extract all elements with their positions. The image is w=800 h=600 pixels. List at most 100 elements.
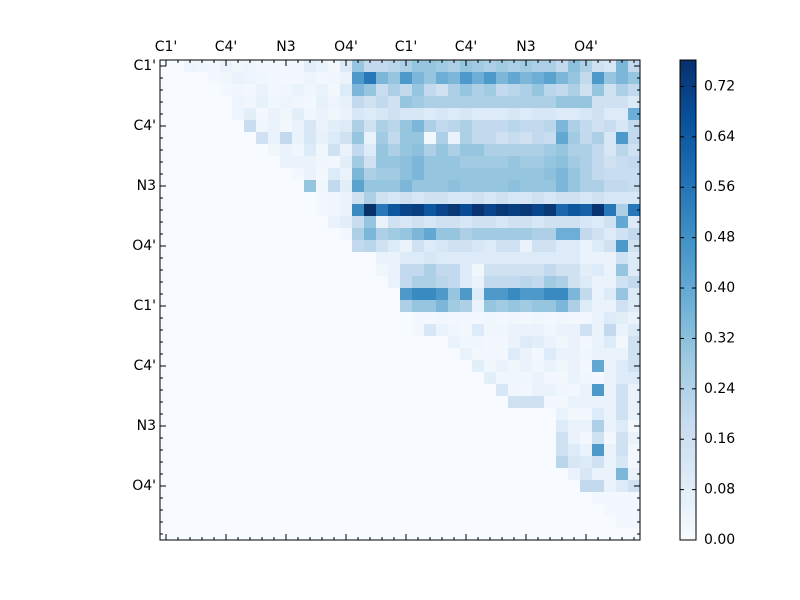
cell (400, 372, 413, 385)
cell (208, 360, 221, 373)
cell (580, 456, 593, 469)
cell (484, 504, 497, 517)
cell (520, 420, 533, 433)
cell (244, 504, 257, 517)
cell (388, 420, 401, 433)
cell (460, 372, 473, 385)
cell (412, 420, 425, 433)
cell (424, 204, 437, 217)
cell (424, 192, 437, 205)
cell (556, 480, 569, 493)
cell (280, 288, 293, 301)
cell (220, 396, 233, 409)
cell (244, 120, 257, 133)
cell (304, 384, 317, 397)
cell (256, 324, 269, 337)
cell (616, 72, 629, 85)
cell (460, 60, 473, 73)
cell (328, 276, 341, 289)
cell (616, 408, 629, 421)
cell (328, 168, 341, 181)
cell (520, 492, 533, 505)
cell (460, 300, 473, 313)
y-tick-label: C4' (133, 358, 156, 374)
cell (376, 252, 389, 265)
cell (184, 516, 197, 529)
cell (364, 528, 377, 541)
cell (592, 432, 605, 445)
cell (364, 84, 377, 97)
cell (340, 324, 353, 337)
cell (460, 264, 473, 277)
cell (448, 156, 461, 169)
cell (316, 432, 329, 445)
cell (364, 264, 377, 277)
cell (304, 456, 317, 469)
cell (244, 240, 257, 253)
cell (316, 312, 329, 325)
cell (412, 144, 425, 157)
cell (448, 300, 461, 313)
cell (268, 216, 281, 229)
cell (460, 240, 473, 253)
cell (496, 180, 509, 193)
cell (364, 192, 377, 205)
cell (532, 264, 545, 277)
cell (400, 156, 413, 169)
cell (496, 492, 509, 505)
cell (400, 276, 413, 289)
cell (268, 156, 281, 169)
cell (604, 300, 617, 313)
cell (328, 408, 341, 421)
cell (388, 504, 401, 517)
cell (208, 480, 221, 493)
cell (292, 468, 305, 481)
cell (544, 156, 557, 169)
cell (388, 144, 401, 157)
cell (352, 228, 365, 241)
cell (184, 132, 197, 145)
cell (448, 180, 461, 193)
cell (388, 432, 401, 445)
cell (520, 228, 533, 241)
cell (460, 180, 473, 193)
cell (244, 132, 257, 145)
cell (568, 324, 581, 337)
cell (220, 192, 233, 205)
cell (412, 432, 425, 445)
cell (292, 180, 305, 193)
cell (340, 516, 353, 529)
cell (292, 312, 305, 325)
cell (304, 120, 317, 133)
cell (268, 396, 281, 409)
cell (364, 276, 377, 289)
cell (160, 216, 173, 229)
cell (244, 60, 257, 73)
cell (484, 60, 497, 73)
cell (304, 312, 317, 325)
cell (592, 300, 605, 313)
cell (364, 348, 377, 361)
cell (484, 456, 497, 469)
cell (484, 300, 497, 313)
cell (280, 132, 293, 145)
cell (220, 216, 233, 229)
cell (580, 444, 593, 457)
cell (400, 144, 413, 157)
cell (232, 204, 245, 217)
cell (256, 456, 269, 469)
cell (520, 312, 533, 325)
cell (472, 492, 485, 505)
cell (388, 264, 401, 277)
cell (316, 132, 329, 145)
plot-frame (159, 59, 641, 541)
cell (304, 60, 317, 73)
cell (232, 96, 245, 109)
cell (436, 60, 449, 73)
cell (208, 72, 221, 85)
cell (232, 360, 245, 373)
cell (184, 444, 197, 457)
cell (268, 372, 281, 385)
cell (628, 384, 641, 397)
cell (520, 132, 533, 145)
